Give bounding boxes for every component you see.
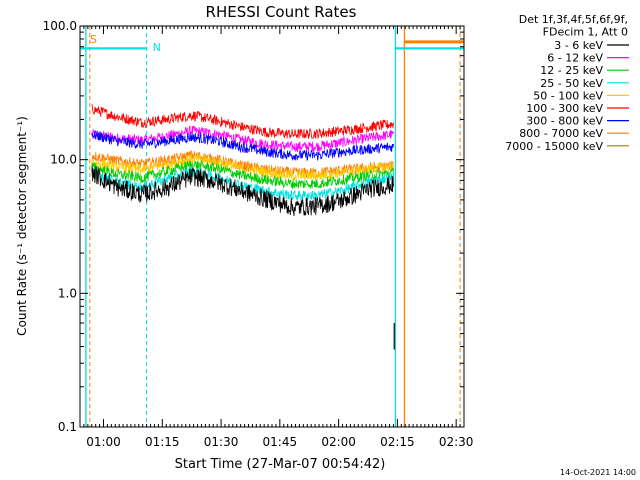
legend-label: 800 - 7000 keV [519,127,603,140]
legend-label: 100 - 300 keV [526,102,603,115]
series-line-3-6-kev [91,166,394,217]
x-tick-label: 02:15 [380,435,415,449]
series-line-6-12-kev [91,125,394,153]
event-markers: SN [80,26,464,427]
y-axis-label: Count Rate (s⁻¹ detector segment⁻¹) [15,116,29,336]
legend-header-line: FDecim 1, Att 0 [543,26,628,39]
y-tick-label: 0.1 [58,420,77,434]
x-tick-label: 01:30 [204,435,239,449]
plot-axes: 0.1 1.0 10.0 100.0 01:00 01:15 01:30 01:45 02:00… [43,19,474,449]
y-tick-label: 1.0 [58,286,77,300]
x-tick-label: 01:00 [86,435,121,449]
count-rate-series [91,103,395,350]
series-line-50-100-kev [91,153,394,181]
x-axis-label: Start Time (27-Mar-07 00:54:42) [175,457,386,472]
legend-label: 25 - 50 keV [540,77,603,90]
annotation-s: S [90,33,97,46]
series-line-300-800-kev [91,130,394,162]
chart-title: RHESSI Count Rates [206,3,357,21]
timestamp: 14-Oct-2021 14:00 [560,468,636,477]
legend-label: 300 - 800 keV [526,115,603,128]
x-tick-label: 01:45 [263,435,298,449]
plot-frame [79,25,465,428]
annotation-n: N [153,41,161,54]
series-line-12-25-kev [91,159,394,190]
x-tick-label: 01:15 [145,435,180,449]
y-tick-label: 10.0 [50,153,77,167]
legend-label: 7000 - 15000 keV [505,140,603,153]
x-tick-label: 02:30 [439,435,474,449]
legend-header-line: Det 1f,3f,4f,5f,6f,9f, [519,13,628,26]
legend-label: 12 - 25 keV [540,64,603,77]
series-line-100-300-kev [91,103,394,139]
legend-label: 6 - 12 keV [547,52,603,65]
y-tick-label: 100.0 [43,19,77,33]
x-tick-label: 02:00 [321,435,356,449]
legend: Det 1f,3f,4f,5f,6f,9f,FDecim 1, Att 03 -… [505,13,629,153]
legend-label: 3 - 6 keV [554,39,603,52]
legend-label: 50 - 100 keV [533,89,603,102]
